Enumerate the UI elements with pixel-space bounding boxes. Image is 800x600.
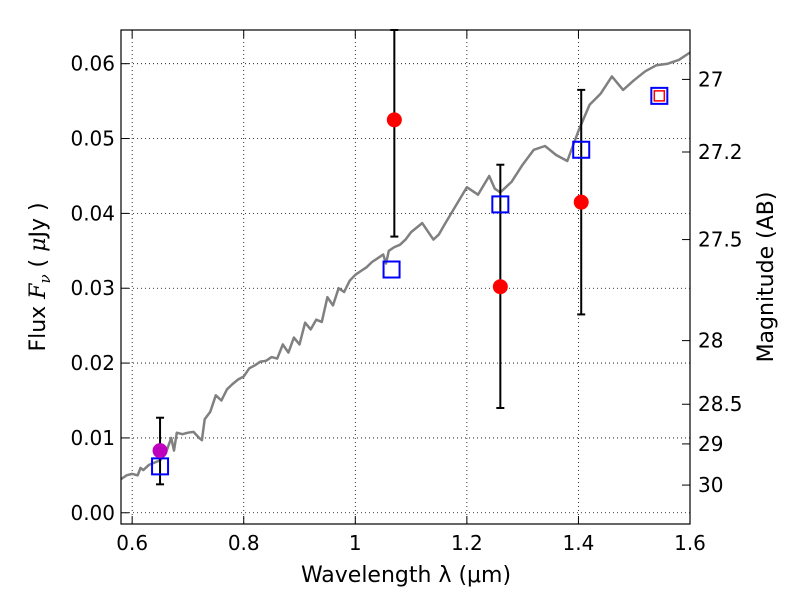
x-tick-label: 0.8 — [228, 531, 260, 555]
y-axis-label-mu: μ — [26, 238, 51, 252]
plot-frame — [120, 29, 691, 525]
y-axis-label-symbol: F — [26, 283, 51, 300]
grid — [121, 30, 691, 524]
y-axis-label-subscript: ν — [36, 274, 54, 283]
x-tick-label: 1 — [349, 531, 362, 555]
y-tick-label: 0.05 — [70, 127, 115, 151]
observed-point — [386, 112, 402, 128]
y2-tick-label: 28.5 — [698, 392, 743, 416]
y-axis-ticks: 0.00 0.01 0.02 0.03 0.04 0.05 0.06 — [70, 52, 129, 525]
x-axis-label: Wavelength λ (μm) — [301, 563, 511, 588]
model-point-square — [491, 195, 510, 214]
observed-points-series — [152, 112, 589, 459]
y-tick-label: 0.04 — [70, 201, 115, 225]
model-points-series — [151, 86, 669, 476]
highlight-point-inner — [653, 90, 666, 102]
y-tick-label: 0.01 — [70, 426, 115, 450]
y2-axis-label: Magnitude (AB) — [754, 192, 779, 363]
x-tick-label: 1.4 — [563, 531, 595, 555]
y2-axis-ticks: 27 27.2 27.5 28 28.5 29 30 — [682, 67, 743, 497]
y2-tick-label: 27.2 — [698, 140, 743, 164]
x-axis-ticks: 0.6 0.8 1 1.2 1.4 1.6 — [116, 30, 706, 555]
y2-tick-label: 30 — [698, 473, 723, 497]
y-tick-label: 0.02 — [70, 351, 115, 375]
y2-tick-label: 27.5 — [698, 228, 743, 252]
y-tick-label: 0.00 — [70, 501, 115, 525]
y-tick-label: 0.06 — [70, 52, 115, 76]
model-spectrum-line — [120, 51, 691, 481]
y2-tick-label: 29 — [698, 432, 723, 456]
errorbar-series — [156, 29, 586, 486]
model-point-square — [151, 457, 170, 476]
observed-point — [492, 279, 508, 295]
x-tick-label: 1.2 — [451, 531, 483, 555]
y-axis-label-paren: ( — [26, 252, 51, 275]
y-axis-label-unit: Jy ) — [26, 202, 51, 239]
highlight-point-square — [650, 86, 669, 105]
x-tick-label: 0.6 — [116, 531, 148, 555]
y-axis-label-prefix: Flux — [26, 299, 51, 352]
observed-point — [573, 194, 589, 210]
model-point-square — [572, 140, 591, 159]
observed-point-first — [152, 443, 168, 459]
y-tick-label: 0.03 — [70, 276, 115, 300]
x-tick-label: 1.6 — [674, 531, 706, 555]
y2-tick-label: 28 — [698, 329, 723, 353]
model-point-square — [382, 260, 401, 279]
y-axis-label: Flux Fν ( μJy ) — [26, 202, 54, 351]
y2-tick-label: 27 — [698, 67, 723, 91]
model-spectrum-series — [120, 51, 691, 481]
